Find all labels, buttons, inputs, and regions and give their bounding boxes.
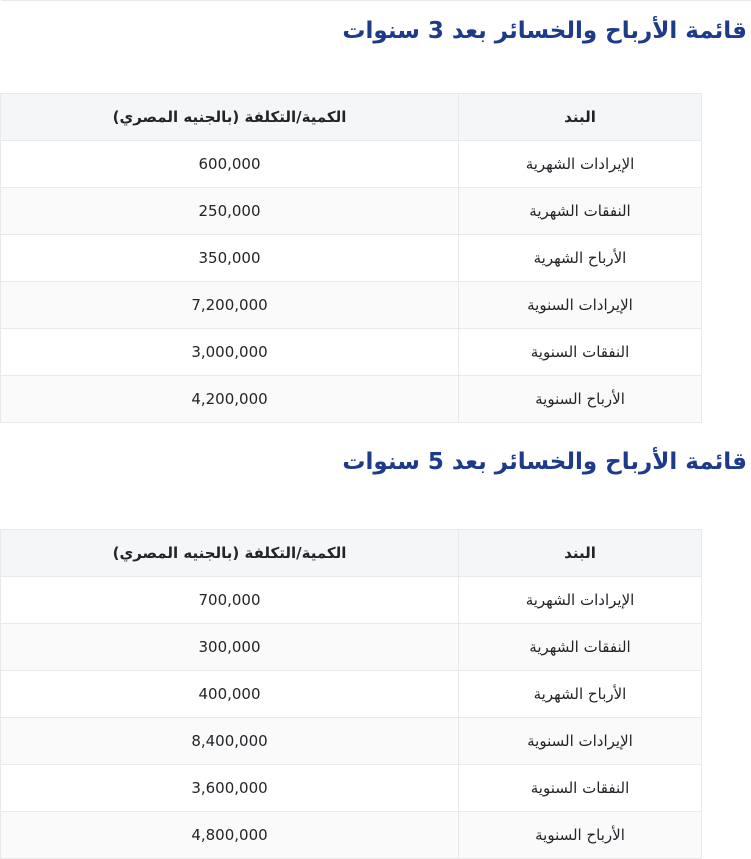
table-row: الإيرادات الشهرية 700,000 [0,577,701,624]
value-cell: 7,200,000 [0,282,458,329]
section-pl-3-years: قائمة الأرباح والخسائر بعد 3 سنوات البند… [0,1,751,423]
item-cell: الإيرادات السنوية [458,282,701,329]
section-title-3-years: قائمة الأرباح والخسائر بعد 3 سنوات [0,1,751,48]
table-row: الأرباح الشهرية 350,000 [0,235,701,282]
value-cell: 600,000 [0,141,458,188]
table-row: النفقات الشهرية 300,000 [0,624,701,671]
item-cell: الأرباح الشهرية [458,235,701,282]
item-cell: النفقات الشهرية [458,188,701,235]
table-row: الإيرادات السنوية 8,400,000 [0,718,701,765]
item-cell: الأرباح الشهرية [458,671,701,718]
item-cell: النفقات الشهرية [458,624,701,671]
value-cell: 3,600,000 [0,765,458,812]
column-header-value: الكمية/التكلفة (بالجنيه المصري) [0,530,458,577]
table-row: النفقات الشهرية 250,000 [0,188,701,235]
value-cell: 350,000 [0,235,458,282]
column-header-item: البند [458,94,701,141]
item-cell: النفقات السنوية [458,765,701,812]
item-cell: الأرباح السنوية [458,812,701,859]
value-cell: 700,000 [0,577,458,624]
item-cell: الأرباح السنوية [458,376,701,423]
item-cell: النفقات السنوية [458,329,701,376]
table-row: الأرباح السنوية 4,800,000 [0,812,701,859]
value-cell: 400,000 [0,671,458,718]
value-cell: 8,400,000 [0,718,458,765]
table-header-row: البند الكمية/التكلفة (بالجنيه المصري) [0,530,701,577]
item-cell: الإيرادات الشهرية [458,577,701,624]
value-cell: 300,000 [0,624,458,671]
value-cell: 4,200,000 [0,376,458,423]
table-row: الأرباح الشهرية 400,000 [0,671,701,718]
table-row: النفقات السنوية 3,600,000 [0,765,701,812]
column-header-item: البند [458,530,701,577]
item-cell: الإيرادات الشهرية [458,141,701,188]
section-title-5-years: قائمة الأرباح والخسائر بعد 5 سنوات [0,423,751,479]
table-row: الأرباح السنوية 4,200,000 [0,376,701,423]
section-pl-5-years: قائمة الأرباح والخسائر بعد 5 سنوات البند… [0,423,751,859]
column-header-value: الكمية/التكلفة (بالجنيه المصري) [0,94,458,141]
page: قائمة الأرباح والخسائر بعد 3 سنوات البند… [0,0,751,858]
value-cell: 250,000 [0,188,458,235]
table-row: النفقات السنوية 3,000,000 [0,329,701,376]
table-header-row: البند الكمية/التكلفة (بالجنيه المصري) [0,94,701,141]
value-cell: 4,800,000 [0,812,458,859]
table-row: الإيرادات الشهرية 600,000 [0,141,701,188]
pl-table-5-years: البند الكمية/التكلفة (بالجنيه المصري) ال… [0,529,701,859]
item-cell: الإيرادات السنوية [458,718,701,765]
pl-table-3-years: البند الكمية/التكلفة (بالجنيه المصري) ال… [0,93,701,423]
value-cell: 3,000,000 [0,329,458,376]
table-row: الإيرادات السنوية 7,200,000 [0,282,701,329]
